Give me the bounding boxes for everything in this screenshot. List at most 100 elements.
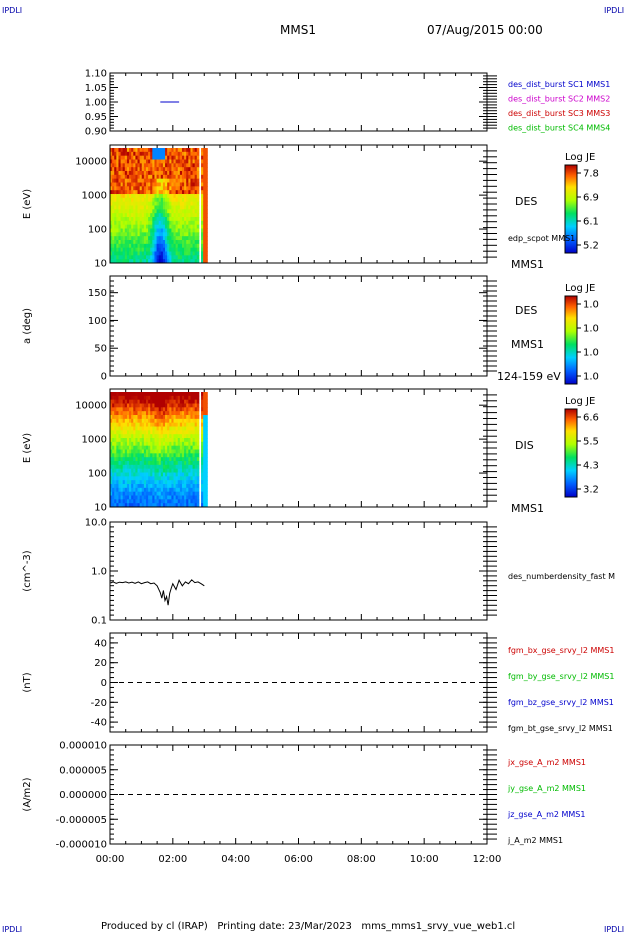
panel4-spectrogram-cell	[186, 480, 189, 485]
panel4-spectrogram-cell	[126, 395, 130, 401]
panel2-spectrogram-cell	[169, 171, 172, 176]
panel4-spectrogram-cell	[114, 491, 117, 496]
panel4-spectrogram-cell	[167, 422, 170, 427]
panel2-spectrogram-cell	[160, 155, 164, 160]
panel4-spectrogram-cell	[158, 480, 162, 485]
panel4-spectrogram-cell	[160, 468, 164, 473]
panel4-spectrogram-cell	[156, 392, 160, 397]
panel4-spectrogram-cell	[181, 480, 185, 485]
panel2-spectrogram-cell	[203, 228, 206, 233]
panel4-spectrogram-cell	[156, 503, 160, 508]
panel4-spectrogram-cell	[152, 449, 155, 454]
panel2-spectrogram-cell	[205, 220, 208, 226]
panel4-spectrogram-cell	[190, 434, 193, 439]
panel2-spectrogram-cell	[135, 194, 138, 199]
panel2-spectrogram-cell	[137, 209, 141, 214]
panel7-legend-entry: jy_gse_A_m2 MMS1	[507, 784, 586, 793]
panel4-spectrogram-cell	[173, 476, 177, 481]
panel2-spectrogram-cell	[116, 213, 119, 218]
panel4-spectrogram-cell	[139, 464, 143, 470]
panel4-spectrogram-cell	[120, 395, 124, 401]
panel2-spectrogram-cell	[171, 148, 174, 153]
panel2-spectrogram-cell	[162, 243, 166, 249]
panel2-spectrogram-cell	[186, 205, 189, 210]
panel4-spectrogram-cell	[133, 476, 136, 481]
panel2-spectrogram-cell	[181, 259, 185, 264]
panel4-spectrogram-cell	[124, 441, 128, 447]
panel2-spectrogram-cell	[175, 217, 179, 222]
panel2-spectrogram-cell	[171, 171, 174, 176]
panel4-spectrogram-cell	[122, 418, 126, 424]
panel4-spectrogram-cell	[201, 403, 204, 408]
panel4-spectrogram-cell	[122, 445, 126, 450]
panel2-spectrogram-cell	[124, 228, 128, 233]
panel2-spectrogram-cell	[124, 247, 128, 252]
panel2-spectrogram-cell	[135, 155, 138, 160]
panel4-spectrogram-cell	[135, 472, 138, 477]
panel2-spectrogram-cell	[205, 159, 208, 164]
panel2-spectrogram-cell	[110, 213, 113, 218]
panel2-spectrogram-cell	[188, 201, 191, 206]
panel4-spectrogram-cell	[139, 468, 143, 473]
panel4-spectrogram-cell	[190, 418, 193, 424]
panel2-spectrogram-cell	[158, 159, 162, 164]
panel4-spectrogram-cell	[177, 407, 181, 412]
panel4-spectrogram-cell	[192, 487, 196, 493]
panel2-spectrogram-cell	[154, 213, 157, 218]
panel2-spectrogram-cell	[120, 201, 124, 206]
panel4-spectrogram	[110, 392, 208, 508]
panel4-spectrogram-cell	[126, 491, 130, 496]
panel2-spectrogram-cell	[152, 194, 155, 199]
panel4-spectrogram-cell	[139, 457, 143, 462]
panel4-spectrogram-cell	[177, 418, 181, 424]
panel2-spectrogram-cell	[175, 220, 179, 226]
panel2-spectrogram-cell	[192, 259, 196, 264]
panel6-legend-entry: fgm_bx_gse_srvy_l2 MMS1	[508, 646, 614, 655]
panel2-spectrogram-cell	[154, 201, 157, 206]
panel4-spacecraft-label: MMS1	[511, 502, 544, 515]
panel4-spectrogram-cell	[126, 430, 130, 435]
panel4-spectrogram-cell	[175, 472, 179, 477]
panel2-spectrogram-cell	[179, 190, 183, 195]
panel2-spectrogram-cell	[143, 243, 147, 249]
panel2-spectrogram-cell	[186, 159, 189, 164]
panel2-spectrogram-cell	[133, 190, 136, 195]
panel2-spectrogram-cell	[175, 171, 179, 176]
panel4-spectrogram-cell	[126, 441, 130, 447]
panel4-spectrogram-cell	[167, 495, 170, 500]
panel4-spectrogram-cell	[171, 415, 174, 420]
panel2-spectrogram-cell	[201, 243, 204, 249]
panel4-spectrogram-cell	[141, 491, 145, 496]
panel4-spectrogram-cell	[156, 453, 160, 458]
panel4-spectrogram-cell	[158, 491, 162, 496]
panel2-spectrogram-cell	[177, 224, 181, 229]
panel2-spectrogram-cell	[150, 186, 153, 191]
panel2-spectrogram-cell	[150, 228, 153, 233]
panel4-spectrogram-cell	[165, 457, 168, 462]
panel4-spectrogram-cell	[162, 468, 166, 473]
panel4-spectrogram-cell	[152, 457, 155, 462]
panel2-spectrogram-cell	[158, 174, 162, 180]
panel2-spectrogram-cell	[122, 243, 126, 249]
panel2-spectrogram-cell	[181, 224, 185, 229]
panel2-spectrogram-cell	[129, 186, 132, 191]
panel4-spectrogram-cell	[203, 464, 206, 470]
panel2-spectrogram-cell	[112, 163, 115, 168]
panel2-colorbar-scale	[564, 164, 578, 254]
panel4-spectrogram-cell	[126, 476, 130, 481]
panel2-spectrogram-cell	[152, 190, 155, 195]
panel2-spectrogram-cell	[150, 201, 153, 206]
panel2-spectrogram-cell	[203, 167, 206, 172]
panel4-spectrogram-cell	[167, 399, 170, 404]
panel2-spectrogram-cell	[131, 186, 134, 191]
panel2-spectrogram-cell	[152, 163, 155, 168]
panel4-spectrogram-cell	[160, 457, 164, 462]
panel4-spectrogram-cell	[122, 403, 126, 408]
panel2-spectrogram-cell	[205, 167, 208, 172]
panel2-spectrogram-cell	[118, 190, 121, 195]
panel2-spectrogram-cell	[137, 167, 141, 172]
panel7-legend-entry: jx_gse_A_m2 MMS1	[507, 758, 586, 767]
panel2-spectrogram-cell	[120, 243, 124, 249]
panel2-spectrogram-cell	[196, 155, 200, 160]
